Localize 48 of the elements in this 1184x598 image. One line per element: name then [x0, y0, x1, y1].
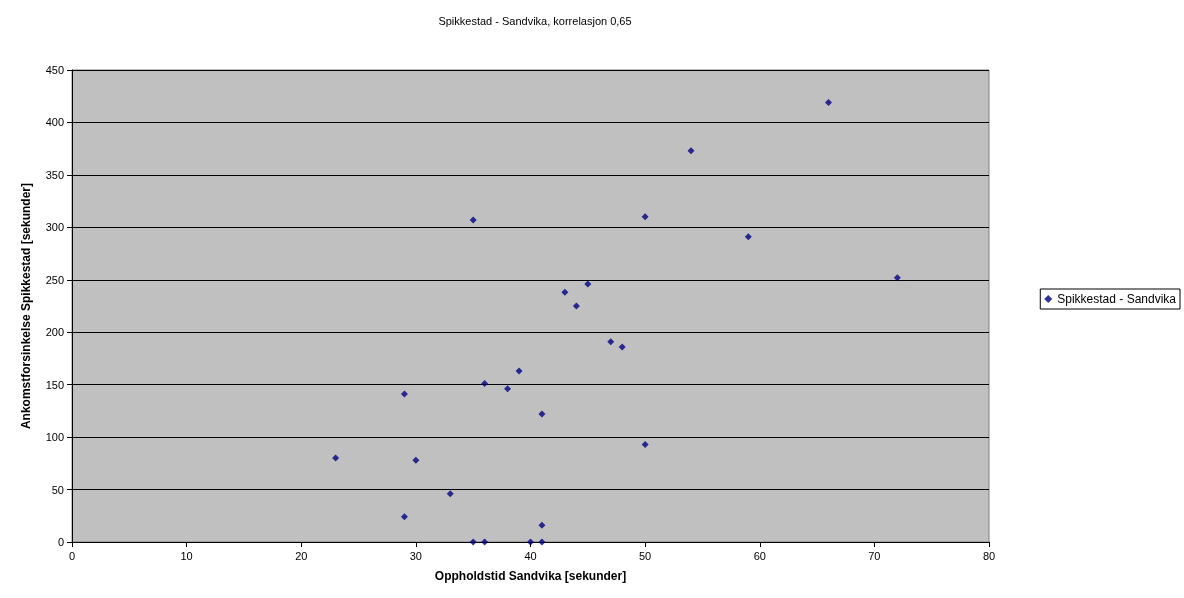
point: [607, 338, 615, 346]
y-tick-label: 250: [45, 273, 64, 286]
x-tick-label: 80: [982, 549, 996, 562]
point: [572, 302, 580, 310]
x-tick-label: 40: [524, 549, 537, 562]
legend-label: Spikkestad - Sandvika: [1057, 292, 1177, 306]
y-tick-label: 100: [45, 431, 64, 444]
point: [332, 454, 340, 462]
x-tick-label: 10: [180, 549, 193, 562]
point: [561, 288, 569, 296]
point: [618, 343, 626, 351]
point: [538, 521, 546, 529]
point: [744, 233, 752, 241]
x-axis-title: Oppholdstid Sandvika [sekunder]: [434, 569, 627, 583]
y-tick-label: 350: [45, 168, 64, 181]
point: [641, 213, 649, 221]
point: [400, 390, 408, 398]
x-tick-label: 30: [409, 549, 422, 562]
y-tick-label: 200: [45, 326, 64, 339]
y-tick-label: 450: [45, 64, 64, 76]
point: [515, 367, 523, 375]
point: [825, 99, 833, 107]
x-tick-label: 60: [753, 549, 766, 562]
point: [538, 538, 546, 546]
point: [481, 380, 489, 388]
x-tick-label: 0: [68, 549, 76, 562]
y-tick-label: 50: [51, 483, 64, 496]
point: [893, 274, 901, 282]
point: [504, 385, 512, 393]
point: [400, 513, 408, 521]
point: [469, 216, 477, 224]
y-axis-title: Ankomstforsinkelse Spikkestad [sekunder]: [19, 182, 33, 430]
point: [538, 410, 546, 418]
x-tick-label: 20: [295, 549, 308, 562]
point: [687, 147, 695, 155]
point: [481, 538, 489, 546]
point: [584, 280, 592, 288]
y-tick-label: 0: [57, 536, 64, 548]
point: [641, 440, 649, 448]
point: [469, 538, 477, 546]
y-tick-label: 300: [45, 221, 64, 234]
x-tick-label: 50: [639, 549, 652, 562]
x-tick-label: 70: [868, 549, 881, 562]
y-tick-label: 400: [45, 116, 64, 129]
point: [412, 456, 420, 464]
point: [446, 490, 454, 498]
y-tick-label: 150: [45, 378, 64, 391]
chart-title: Spikkestad - Sandvika, korrelasjon 0,65: [438, 14, 632, 27]
